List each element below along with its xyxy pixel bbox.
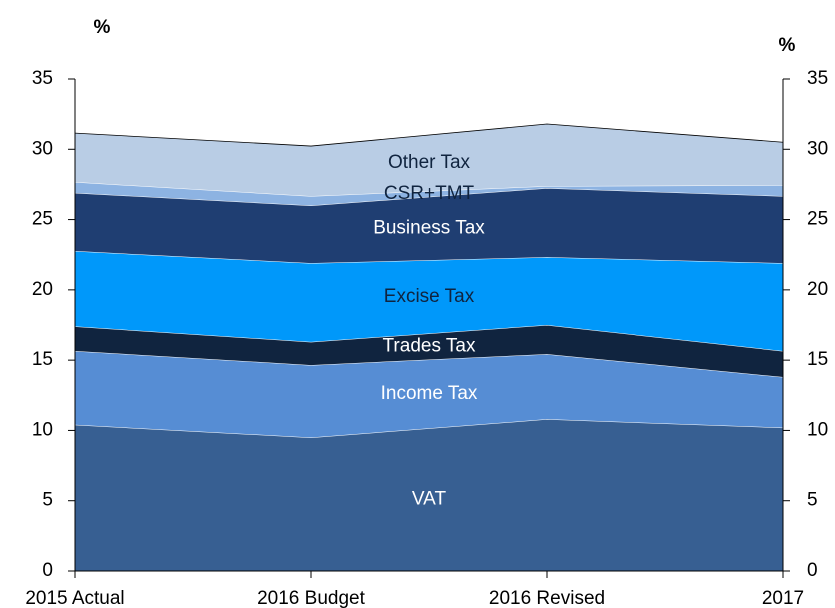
y-tick-label: 5 [42,490,53,511]
area [75,351,783,438]
area [75,123,783,197]
series-label: Income Tax [381,383,478,404]
y2-tick-label: 0 [807,560,818,581]
y-tick-label: 10 [32,419,53,440]
series-label: VAT [412,489,447,510]
y2-tick-label: 20 [807,279,828,300]
series-label: Other Tax [388,152,471,173]
area-edge [74,250,784,264]
y2-tick-label: 25 [807,209,828,230]
y2-tick-label: 15 [807,349,828,370]
y-tick-label: 25 [32,209,53,230]
area [75,419,783,571]
x-tick-label: 2016 Budget [257,588,365,608]
series-label: Excise Tax [384,286,475,307]
y2-tick-label: 5 [807,490,818,511]
area [75,188,783,264]
y-tick-label: 15 [32,349,53,370]
y-tick-label: 35 [32,68,53,89]
series-label: Trades Tax [383,336,476,357]
y-tick-label: 30 [32,138,53,159]
x-tick-label: 2016 Revised [489,588,605,608]
area-edge [74,324,784,352]
y2-tick-label: 10 [807,419,828,440]
y-tick-label: 20 [32,279,53,300]
series-label: CSR+TMT [384,183,475,204]
y2-tick-label: 30 [807,138,828,159]
x-tick-label: 2015 Actual [25,588,124,608]
y-axis-label: % [94,17,111,38]
y2-tick-label: 35 [807,68,828,89]
y-tick-label: 0 [42,560,53,581]
area [75,251,783,352]
area [75,182,783,206]
y2-axis-label: % [779,35,796,56]
series-label: Business Tax [373,217,485,238]
area-edge [74,123,784,147]
x-tick-label: 2017 [762,588,804,608]
